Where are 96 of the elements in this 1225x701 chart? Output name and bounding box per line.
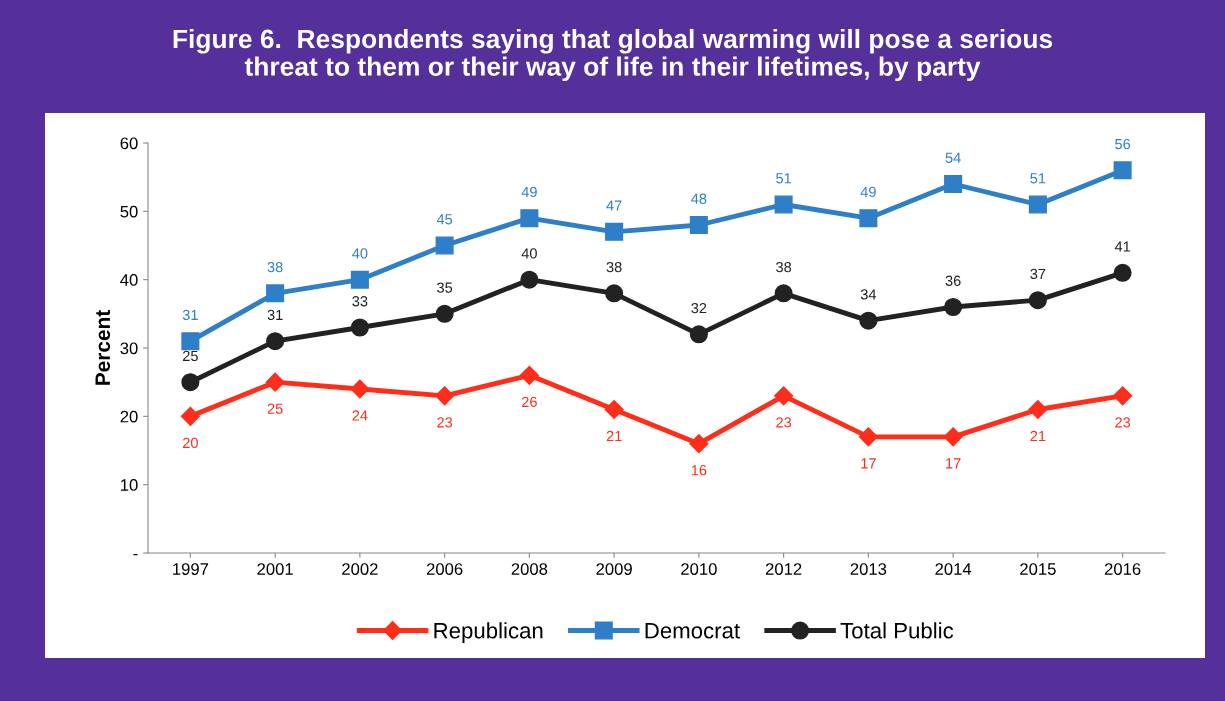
data-label: 51 — [776, 173, 792, 184]
point — [520, 209, 539, 228]
point — [1028, 399, 1048, 420]
data-label: 17 — [946, 458, 961, 469]
point — [1113, 263, 1132, 282]
data-label: 47 — [606, 200, 622, 211]
data-label: 26 — [522, 396, 537, 408]
x-tick-label: 2015 — [1020, 563, 1056, 575]
point — [1028, 195, 1047, 214]
data-label: 56 — [1115, 138, 1131, 150]
data-label: 40 — [521, 248, 537, 259]
data-label: 20 — [183, 437, 198, 449]
data-label: 38 — [606, 261, 622, 273]
point — [774, 195, 793, 214]
point — [774, 284, 793, 303]
data-label: 21 — [1030, 430, 1046, 442]
point — [520, 270, 539, 289]
x-tick-label: 2013 — [850, 563, 887, 575]
point — [689, 434, 709, 454]
data-label: 41 — [1114, 241, 1131, 252]
data-label: 21 — [606, 430, 622, 442]
legend-label: Democrat — [645, 623, 740, 639]
point — [181, 332, 200, 351]
point — [265, 372, 285, 392]
data-label: 16 — [691, 465, 707, 476]
point — [435, 304, 454, 323]
point — [944, 174, 963, 194]
data-label: 35 — [437, 282, 453, 293]
y-tick-label: 20 — [120, 410, 138, 423]
point — [944, 297, 963, 317]
data-label: 45 — [436, 214, 453, 225]
point — [605, 222, 624, 241]
point — [774, 386, 794, 406]
point — [350, 379, 370, 399]
point — [943, 427, 963, 447]
point — [266, 284, 285, 303]
data-label: 38 — [267, 261, 283, 273]
point — [519, 365, 539, 385]
point — [605, 284, 624, 303]
data-label: 54 — [945, 152, 961, 163]
point — [689, 215, 708, 235]
point — [350, 270, 369, 289]
y-tick-label: 40 — [120, 274, 138, 286]
legend-label: Republican — [434, 622, 543, 643]
data-label: 23 — [1115, 417, 1131, 428]
data-label: 40 — [352, 248, 368, 259]
data-label: 51 — [1030, 173, 1046, 184]
data-label: 25 — [183, 350, 198, 362]
data-label: 31 — [267, 309, 283, 321]
point — [859, 311, 878, 330]
point — [604, 399, 624, 420]
data-label: 48 — [691, 193, 707, 204]
point — [1113, 161, 1132, 180]
data-label: 38 — [776, 261, 792, 273]
data-label: 49 — [521, 186, 537, 198]
point — [350, 318, 369, 337]
y-tick-label: 50 — [120, 205, 138, 218]
x-tick-label: 2014 — [935, 563, 972, 575]
x-tick-label: 2010 — [681, 563, 717, 575]
point — [858, 427, 878, 447]
x-tick-label: 1997 — [173, 563, 209, 575]
point — [859, 209, 878, 228]
data-label: 25 — [267, 403, 283, 414]
chart-title: Figure 6. Respondents saying that global warming will pose a serious threat to them or their way of life in their lifetimes, by party — [173, 28, 1053, 82]
x-tick-label: 2009 — [596, 563, 632, 575]
data-label: 31 — [182, 309, 198, 321]
y-tick-label: 30 — [120, 342, 138, 355]
x-tick-label: 2002 — [342, 563, 378, 575]
data-label: 24 — [352, 410, 368, 421]
point — [435, 386, 455, 406]
x-tick-label: 2001 — [257, 563, 293, 575]
data-label: 23 — [776, 417, 792, 428]
point — [435, 236, 454, 255]
y-tick-label: 60 — [120, 137, 138, 150]
data-label: 33 — [352, 296, 368, 307]
data-label: 34 — [860, 289, 877, 300]
x-tick-label: 2012 — [765, 563, 802, 575]
point — [180, 406, 200, 426]
y-tick-label: 10 — [121, 479, 138, 491]
x-tick-label: 2016 — [1104, 563, 1141, 575]
y-tick-label: - — [133, 553, 138, 556]
data-label: 17 — [861, 458, 876, 469]
point — [181, 373, 200, 392]
point — [1113, 386, 1133, 406]
point — [1028, 291, 1047, 310]
data-label: 49 — [860, 186, 876, 198]
x-tick-label: 2008 — [511, 563, 548, 575]
data-label: 23 — [437, 417, 453, 428]
point — [689, 325, 708, 344]
x-tick-label: 2006 — [426, 563, 463, 575]
legend-label: Total Public — [840, 622, 954, 639]
data-label: 32 — [691, 302, 707, 314]
point — [266, 332, 285, 351]
y-axis-title: Percent — [95, 310, 111, 385]
data-label: 37 — [1030, 268, 1046, 280]
data-label: 36 — [945, 275, 961, 286]
